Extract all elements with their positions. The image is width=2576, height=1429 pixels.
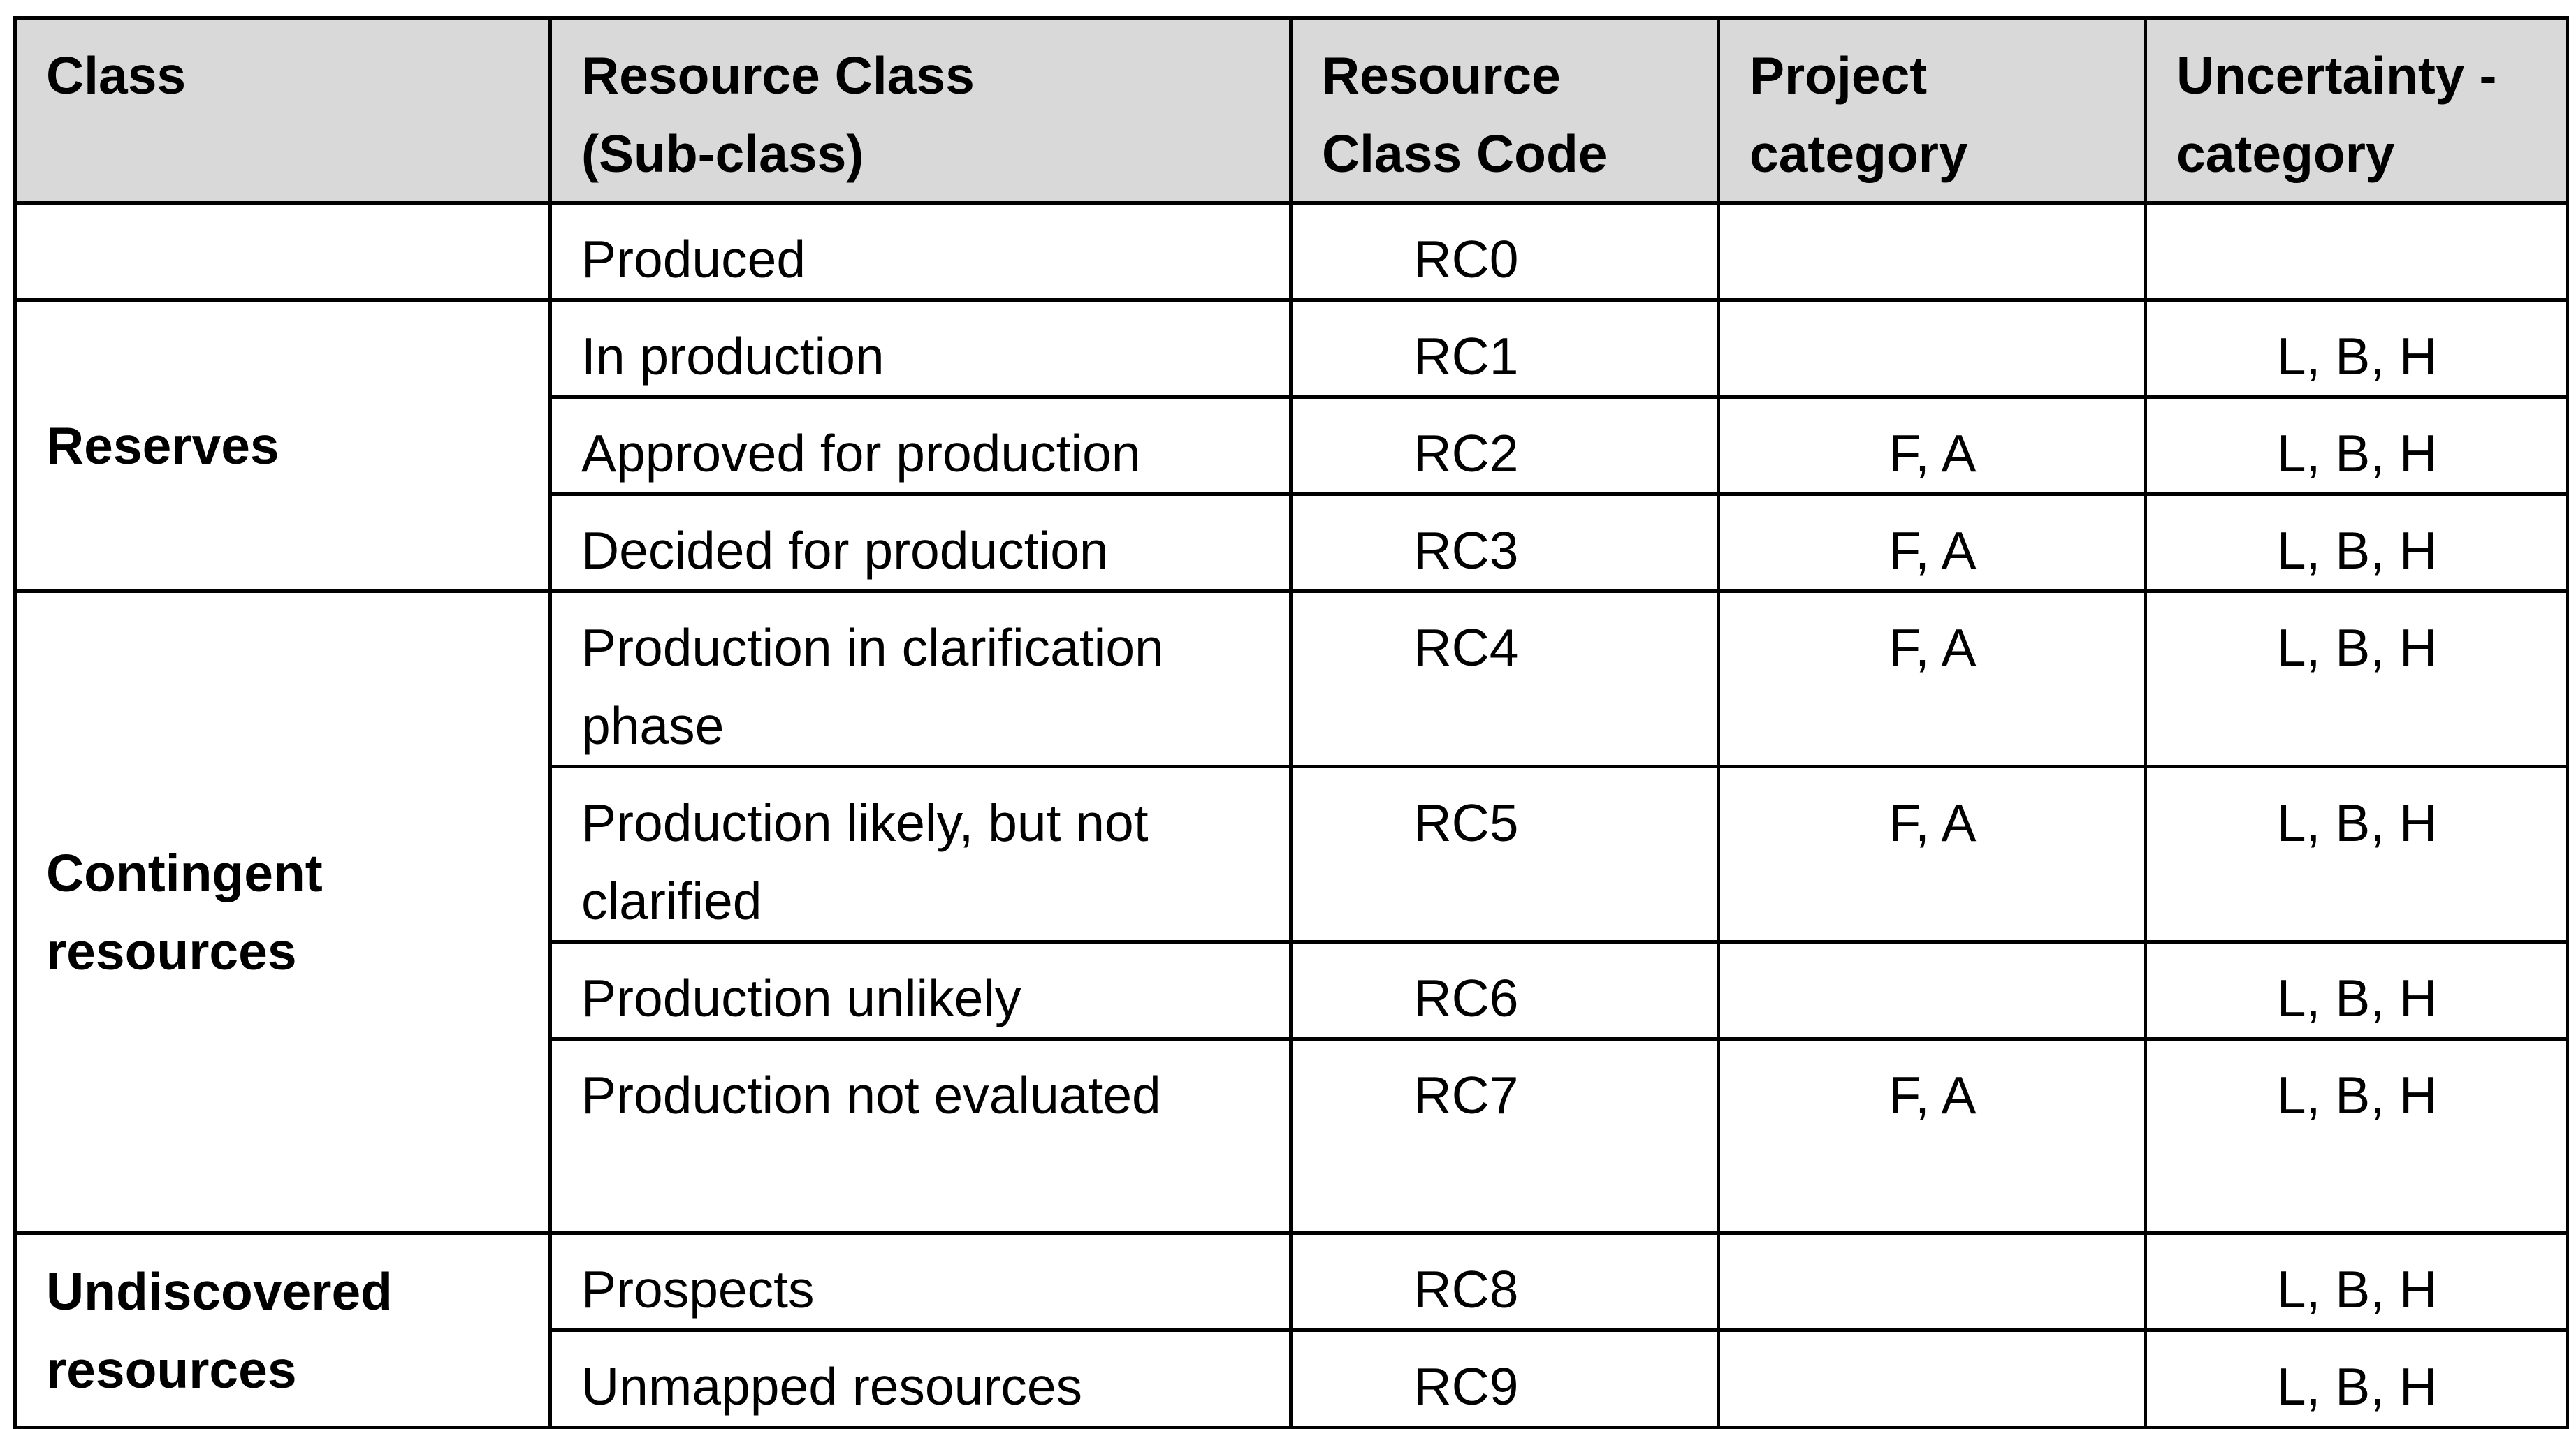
- code-cell: RC6: [1289, 940, 1720, 1041]
- code-cell: RC8: [1289, 1231, 1720, 1332]
- header-resource-class-line2: (Sub-class): [581, 124, 864, 183]
- subclass-cell: Production unlikely: [548, 940, 1293, 1041]
- table-row: Reserves In production RC1 L, B, H: [13, 298, 2569, 593]
- project-category-cell: [1717, 1328, 2147, 1429]
- project-category-cell: F, A: [1717, 1037, 2147, 1235]
- uncertainty-category-cell: L, B, H: [2144, 1328, 2569, 1429]
- header-resource-class-line1: Resource Class: [581, 46, 975, 105]
- subclass-cell: In production: [548, 298, 1293, 399]
- table-row: Produced RC0: [13, 201, 2569, 302]
- uncertainty-category-cell: L, B, H: [2144, 1037, 2569, 1235]
- class-label-contingent-line1: Contingent: [46, 844, 323, 902]
- subclass-cell: Production in clarification phase: [548, 589, 1293, 768]
- table-row: Production likely, but not clarified RC5…: [15, 765, 2569, 944]
- project-category-cell: F, A: [1717, 492, 2147, 593]
- code-cell: RC4: [1289, 589, 1720, 768]
- code-cell: RC5: [1289, 765, 1720, 944]
- table-row: Undiscovered resources Prospects RC8 L, …: [13, 1231, 2569, 1429]
- class-cell-empty: [13, 201, 552, 302]
- code-cell: RC7: [1289, 1037, 1720, 1235]
- table-header: Class Resource Class (Sub-class) Resourc…: [13, 16, 2569, 205]
- project-category-cell: [1717, 201, 2147, 302]
- project-category-cell: F, A: [1717, 765, 2147, 944]
- table-row: Decided for production RC3 F, A L, B, H: [15, 492, 2569, 593]
- project-category-cell: [1717, 1231, 2147, 1332]
- class-label-contingent-line2: resources: [46, 922, 297, 981]
- header-row: Class Resource Class (Sub-class) Resourc…: [13, 16, 2569, 205]
- resource-class-table: Class Resource Class (Sub-class) Resourc…: [13, 16, 2569, 1429]
- uncertainty-category-cell: L, B, H: [2144, 765, 2569, 944]
- subclass-cell: Produced: [548, 201, 1293, 302]
- uncertainty-category-cell: L, B, H: [2144, 589, 2569, 768]
- subclass-cell: Production not evaluated: [548, 1037, 1293, 1235]
- subclass-cell: Unmapped resources: [548, 1328, 1293, 1429]
- class-label-undiscovered-line1: Undiscovered: [46, 1261, 393, 1321]
- header-uncertainty-line2: category: [2176, 124, 2395, 183]
- table-row: Approved for production RC2 F, A L, B, H: [15, 395, 2569, 496]
- header-project-line2: category: [1749, 124, 1968, 183]
- code-cell: RC0: [1289, 201, 1720, 302]
- class-cell-contingent: Contingent resources: [13, 589, 552, 1235]
- subclass-cell: Prospects: [548, 1231, 1293, 1332]
- class-label-undiscovered-line2: resources: [46, 1340, 297, 1399]
- header-uncertainty-line1: Uncertainty -: [2176, 46, 2497, 105]
- uncertainty-category-cell: L, B, H: [2144, 298, 2569, 399]
- table-row: Contingent resources Production in clari…: [13, 589, 2569, 1235]
- class-cell-reserves: Reserves: [13, 298, 552, 593]
- table-row: Production not evaluated RC7 F, A L, B, …: [15, 1037, 2569, 1235]
- code-cell: RC2: [1289, 395, 1720, 496]
- code-cell: RC9: [1289, 1328, 1720, 1429]
- header-project-line1: Project: [1749, 46, 1928, 105]
- uncertainty-category-cell: L, B, H: [2144, 940, 2569, 1041]
- subclass-cell: Decided for production: [548, 492, 1293, 593]
- project-category-cell: [1717, 940, 2147, 1041]
- project-category-cell: F, A: [1717, 589, 2147, 768]
- header-class-label: Class: [46, 46, 187, 105]
- header-code-line2: Class Code: [1322, 124, 1608, 183]
- subclass-cell: Production likely, but not clarified: [548, 765, 1293, 944]
- project-category-cell: [1717, 298, 2147, 399]
- header-uncertainty-category: Uncertainty - category: [2144, 16, 2569, 205]
- header-class: Class: [13, 16, 552, 205]
- class-label-reserves: Reserves: [46, 416, 279, 475]
- project-category-cell: F, A: [1717, 395, 2147, 496]
- uncertainty-category-cell: L, B, H: [2144, 395, 2569, 496]
- header-resource-class-code: Resource Class Code: [1289, 16, 1720, 205]
- uncertainty-category-cell: L, B, H: [2144, 1231, 2569, 1332]
- table-row: Production unlikely RC6 L, B, H: [15, 940, 2569, 1041]
- uncertainty-category-cell: L, B, H: [2144, 492, 2569, 593]
- header-code-line1: Resource: [1322, 46, 1561, 105]
- uncertainty-category-cell: [2144, 201, 2569, 302]
- header-resource-class: Resource Class (Sub-class): [548, 16, 1293, 205]
- code-cell: RC3: [1289, 492, 1720, 593]
- class-cell-undiscovered: Undiscovered resources: [13, 1231, 552, 1429]
- subclass-cell: Approved for production: [548, 395, 1293, 496]
- header-project-category: Project category: [1717, 16, 2147, 205]
- code-cell: RC1: [1289, 298, 1720, 399]
- table-body: Produced RC0 Reserves In production RC1 …: [13, 201, 2569, 1429]
